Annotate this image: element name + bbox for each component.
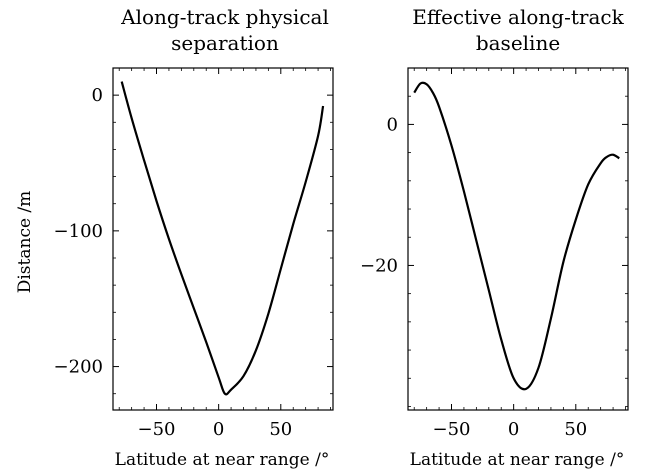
tick-group: −50 0 50 0 −20 [360, 67, 628, 440]
chart-panel-effective-baseline: Effective along-track baseline −50 0 50 0 −2… [360, 5, 629, 470]
x-tick-label: 50 [269, 419, 292, 440]
x-tick-label: 0 [508, 419, 519, 440]
plot-frame [407, 67, 629, 411]
y-tick-label: −200 [54, 357, 103, 378]
x-axis-label: Latitude at near range /° [115, 450, 330, 470]
y-tick-label: 0 [387, 114, 398, 135]
x-tick-label: −50 [433, 419, 471, 440]
chart-title-line-1: Along-track physical [120, 5, 329, 29]
y-axis-label: Distance /m [15, 191, 35, 294]
chart-title-line-2: separation [171, 31, 279, 55]
y-tick-label: −20 [360, 255, 398, 276]
x-tick-label: 0 [213, 419, 224, 440]
series-line [120, 81, 325, 396]
y-tick-label: 0 [92, 85, 103, 106]
chart-panel-physical-separation: Along-track physical separation −50 0 500−… [15, 5, 334, 470]
tick-group: −50 0 50 0 −100 −200 [54, 67, 333, 440]
y-tick-label: −100 [54, 221, 103, 242]
chart-title-line-2: baseline [476, 31, 560, 55]
x-axis-label: Latitude at near range /° [410, 450, 625, 470]
x-tick-label: −50 [138, 419, 176, 440]
plot-frame [112, 67, 334, 411]
series-line [413, 81, 620, 391]
x-tick-label: 50 [564, 419, 587, 440]
chart-title-line-1: Effective along-track [412, 5, 624, 29]
